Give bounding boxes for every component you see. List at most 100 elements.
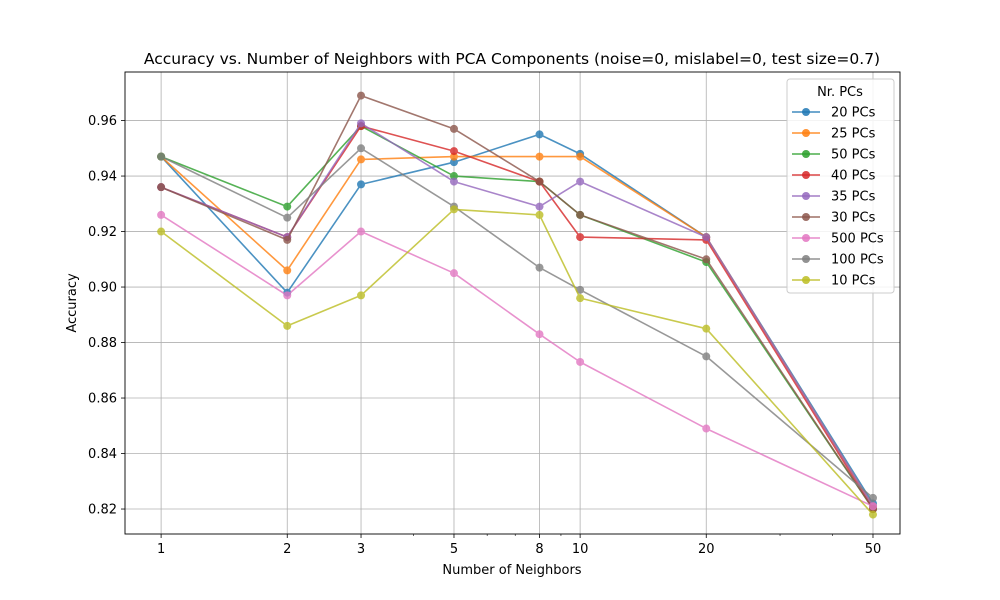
data-point-100-pcs — [357, 144, 366, 153]
series-500-pcs — [157, 210, 877, 511]
legend-swatch-marker — [802, 129, 810, 137]
data-point-100-pcs — [702, 352, 711, 361]
data-point-30-pcs — [357, 91, 366, 100]
data-point-500-pcs — [535, 330, 544, 339]
data-point-25-pcs — [283, 266, 292, 275]
legend-label: 30 PCs — [831, 211, 876, 226]
y-tick-label: 0.90 — [88, 281, 117, 296]
data-point-30-pcs — [576, 210, 585, 219]
x-tick-label: 10 — [572, 542, 589, 557]
data-point-10-pcs — [449, 205, 458, 214]
y-tick-label: 0.88 — [88, 336, 117, 351]
legend-label: 25 PCs — [831, 127, 876, 142]
legend-label: 40 PCs — [831, 169, 876, 184]
legend-entry-30-pcs: 30 PCs — [792, 211, 876, 226]
x-axis-title: Number of Neighbors — [442, 563, 581, 578]
series-30-pcs — [157, 91, 877, 514]
data-point-100-pcs — [868, 493, 877, 502]
data-point-35-pcs — [576, 177, 585, 186]
legend-swatch-marker — [802, 192, 810, 200]
legend-swatch-marker — [802, 255, 810, 263]
legend-swatch-marker — [802, 108, 810, 116]
series-10-pcs — [157, 205, 877, 519]
legend-label: 100 PCs — [831, 253, 884, 268]
x-tick-label: 8 — [535, 542, 543, 557]
y-tick-label: 0.92 — [88, 225, 117, 240]
legend-entries: 20 PCs 25 PCs 50 PCs 40 PCs 35 PCs 30 PCs 500 … — [792, 106, 884, 289]
x-axis: 1 2 3 5 8 10 20 50 — [157, 534, 881, 557]
legend-title: Nr. PCs — [817, 85, 863, 100]
series-line-50-pcs — [160, 125, 874, 510]
legend-swatch-marker — [802, 213, 810, 221]
data-point-500-pcs — [868, 502, 877, 511]
legend-entry-100-pcs: 100 PCs — [792, 253, 884, 268]
legend-entry-500-pcs: 500 PCs — [792, 232, 884, 247]
data-point-35-pcs — [535, 202, 544, 211]
series-line-30-pcs — [160, 94, 874, 510]
data-point-40-pcs — [449, 147, 458, 156]
legend-entry-40-pcs: 40 PCs — [792, 169, 876, 184]
y-tick-label: 0.94 — [88, 170, 117, 185]
data-point-30-pcs — [702, 255, 711, 264]
data-point-10-pcs — [357, 291, 366, 300]
legend-swatch-marker — [802, 150, 810, 158]
x-tick-label: 1 — [157, 542, 165, 557]
data-point-100-pcs — [576, 285, 585, 294]
x-tick-label: 20 — [698, 542, 715, 557]
x-tick-label: 2 — [283, 542, 291, 557]
data-point-35-pcs — [702, 233, 711, 242]
data-point-30-pcs — [535, 177, 544, 186]
legend: Nr. PCs 20 PCs 25 PCs 50 PCs 40 PCs 35 PCs 30… — [786, 78, 895, 294]
data-point-100-pcs — [283, 213, 292, 222]
y-tick-label: 0.96 — [88, 114, 117, 129]
series-layer — [157, 91, 877, 519]
legend-label: 10 PCs — [831, 274, 876, 289]
data-point-30-pcs — [449, 124, 458, 133]
plot-area — [125, 72, 900, 534]
y-tick-label: 0.84 — [88, 447, 117, 462]
data-point-500-pcs — [357, 227, 366, 236]
legend-entry-50-pcs: 50 PCs — [792, 148, 876, 163]
series-line-10-pcs — [160, 208, 874, 516]
data-point-500-pcs — [576, 357, 585, 366]
data-point-50-pcs — [449, 172, 458, 181]
data-point-500-pcs — [449, 269, 458, 278]
series-line-35-pcs — [160, 122, 874, 507]
data-point-500-pcs — [702, 424, 711, 433]
legend-entry-35-pcs: 35 PCs — [792, 190, 876, 205]
legend-label: 20 PCs — [831, 106, 876, 121]
legend-label: 35 PCs — [831, 190, 876, 205]
plot-frame — [124, 71, 901, 535]
data-point-10-pcs — [702, 324, 711, 333]
legend-label: 500 PCs — [831, 232, 884, 247]
data-point-50-pcs — [283, 202, 292, 211]
data-point-25-pcs — [449, 152, 458, 161]
data-point-20-pcs — [535, 130, 544, 139]
data-point-10-pcs — [868, 510, 877, 519]
grid — [125, 72, 900, 534]
data-point-25-pcs — [357, 155, 366, 164]
series-line-100-pcs — [160, 147, 874, 499]
y-axis-title: Accuracy — [65, 273, 80, 333]
data-point-100-pcs — [157, 152, 166, 161]
y-axis: 0.82 0.84 0.86 0.88 0.90 0.92 0.94 0.96 — [88, 114, 125, 518]
series-line-500-pcs — [160, 214, 874, 508]
legend-label: 50 PCs — [831, 148, 876, 163]
data-point-30-pcs — [283, 235, 292, 244]
data-point-35-pcs — [357, 119, 366, 128]
data-point-40-pcs — [576, 233, 585, 242]
data-point-500-pcs — [157, 210, 166, 219]
legend-entry-20-pcs: 20 PCs — [792, 106, 876, 121]
y-tick-label: 0.82 — [88, 503, 117, 518]
data-point-25-pcs — [576, 152, 585, 161]
legend-entry-10-pcs: 10 PCs — [792, 274, 876, 289]
x-tick-label: 3 — [357, 542, 365, 557]
data-point-10-pcs — [283, 321, 292, 330]
data-point-500-pcs — [283, 291, 292, 300]
y-tick-label: 0.86 — [88, 392, 117, 407]
data-point-20-pcs — [357, 180, 366, 189]
data-point-25-pcs — [535, 152, 544, 161]
legend-entry-25-pcs: 25 PCs — [792, 127, 876, 142]
chart-title: Accuracy vs. Number of Neighbors with PC… — [144, 50, 880, 68]
